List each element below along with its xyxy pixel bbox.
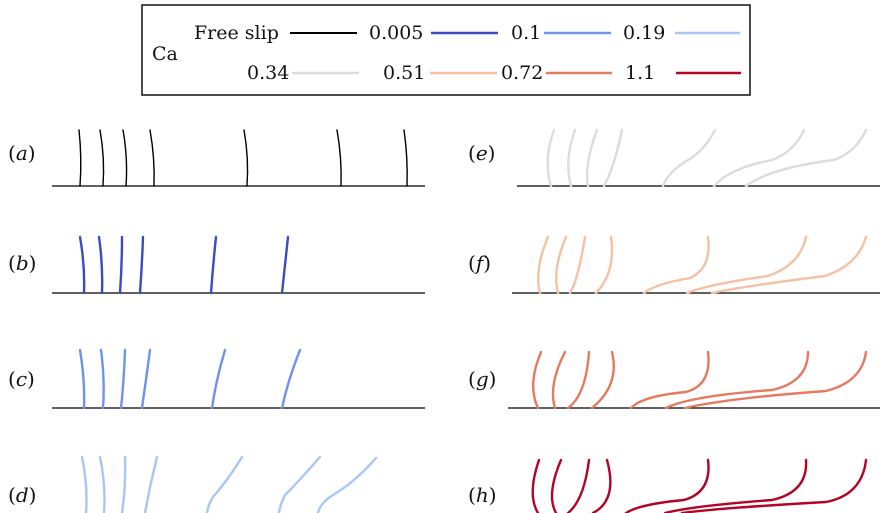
curve-d-2 <box>98 455 106 513</box>
curve-a-6 <box>336 129 342 187</box>
curve-a-5 <box>243 129 249 187</box>
panel-label-d: (d) <box>8 483 36 507</box>
curve-b-3 <box>118 235 124 295</box>
panel-h-curves <box>531 458 868 513</box>
curve-h-4 <box>591 458 612 513</box>
curve-c-5 <box>210 348 227 410</box>
panel-label-a: (a) <box>8 141 36 165</box>
curve-a-2 <box>99 129 105 187</box>
panel-labels: (a) (b) (c) (d) (e) (f) (g) (h) <box>8 141 497 507</box>
curve-e-3 <box>585 128 599 188</box>
curve-h-7 <box>680 458 868 513</box>
curve-a-4 <box>149 129 155 187</box>
legend-label-0-1: 0.1 <box>511 22 541 44</box>
walls <box>52 185 880 409</box>
curve-b-4 <box>138 235 145 295</box>
curve-h-3 <box>566 458 591 513</box>
panel-label-h: (h) <box>468 483 497 507</box>
curve-f-2 <box>555 235 568 295</box>
legend-label-free-slip: Free slip <box>194 22 279 44</box>
curve-g-4 <box>590 350 615 410</box>
panel-f-curves <box>537 235 868 295</box>
curve-c-3 <box>119 348 127 410</box>
curve-e-2 <box>567 128 577 188</box>
legend: Ca Free slip 0.005 0.1 0.19 0.34 0.51 0.… <box>141 4 751 96</box>
curve-c-2 <box>99 348 105 410</box>
legend-label-1-1: 1.1 <box>625 62 655 84</box>
curve-d-7 <box>316 456 378 513</box>
curve-c-1 <box>78 348 86 410</box>
panel-g-curves <box>532 350 868 410</box>
curve-b-1 <box>78 235 86 295</box>
curve-b-5 <box>209 235 218 295</box>
curve-a-7 <box>403 129 408 187</box>
legend-label-0-51: 0.51 <box>383 62 425 84</box>
curve-a-1 <box>78 129 82 187</box>
legend-label-0-72: 0.72 <box>501 62 543 84</box>
curve-g-2 <box>551 350 567 410</box>
curve-e-4 <box>602 128 624 188</box>
curve-f-7 <box>710 235 868 295</box>
curve-h-1 <box>531 458 541 513</box>
curve-e-1 <box>546 128 556 188</box>
curve-d-6 <box>277 455 322 513</box>
curve-g-5 <box>629 350 710 410</box>
curve-d-1 <box>80 455 88 513</box>
curve-d-3 <box>120 455 127 513</box>
curve-d-4 <box>143 455 159 513</box>
panel-label-c: (c) <box>8 367 35 391</box>
curve-h-6 <box>663 458 808 513</box>
curve-e-5 <box>661 128 717 188</box>
curve-a-3 <box>122 129 128 187</box>
legend-box <box>141 4 751 96</box>
curve-h-2 <box>550 458 563 513</box>
curve-c-4 <box>140 348 152 410</box>
curve-h-5 <box>624 458 710 513</box>
legend-title: Ca <box>152 43 178 65</box>
curve-g-1 <box>532 350 543 410</box>
panel-b-curves <box>78 235 290 295</box>
curve-e-7 <box>744 128 868 188</box>
legend-label-0-34: 0.34 <box>247 62 289 84</box>
panel-e-curves <box>546 128 868 188</box>
panel-d-curves <box>80 455 378 513</box>
curve-b-6 <box>280 235 290 295</box>
panel-label-b: (b) <box>8 251 36 275</box>
curve-d-5 <box>205 455 244 513</box>
panel-label-e: (e) <box>468 141 495 165</box>
panel-label-g: (g) <box>468 367 496 391</box>
curve-c-6 <box>280 348 302 410</box>
curve-g-6 <box>664 350 810 410</box>
curve-f-4 <box>594 235 614 295</box>
panel-a-curves <box>78 129 408 187</box>
curve-e-6 <box>712 128 806 188</box>
curve-b-2 <box>97 235 104 295</box>
panel-label-f: (f) <box>468 251 491 275</box>
curve-f-3 <box>568 235 587 295</box>
curve-f-6 <box>685 235 808 295</box>
curve-f-5 <box>642 235 710 295</box>
curve-f-1 <box>537 235 550 295</box>
legend-label-0-005: 0.005 <box>369 22 423 44</box>
legend-label-0-19: 0.19 <box>623 22 665 44</box>
curve-g-7 <box>683 350 868 410</box>
curve-g-3 <box>566 350 591 410</box>
panel-c-curves <box>78 348 302 410</box>
